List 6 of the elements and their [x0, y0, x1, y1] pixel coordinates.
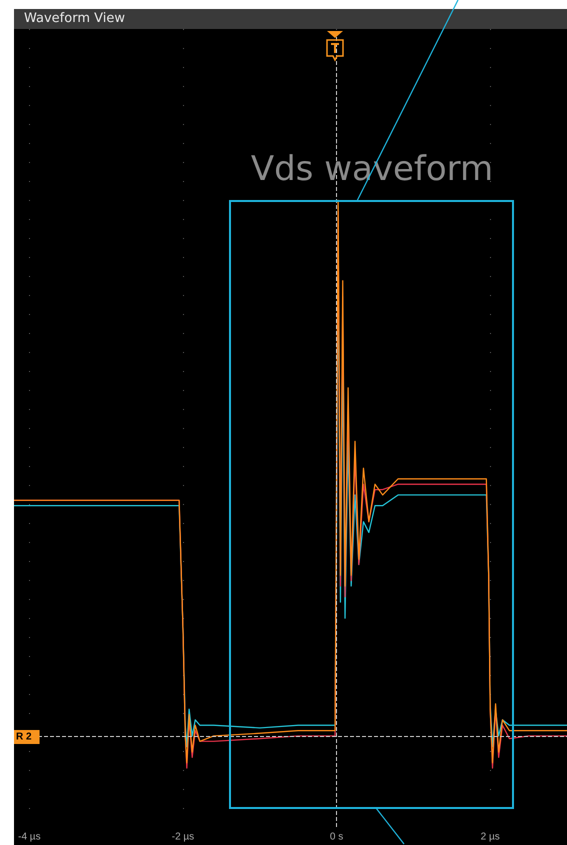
x-tick-label: -2 µs: [172, 832, 194, 842]
x-tick-label: 2 µs: [480, 832, 500, 842]
ref-line-label: R 2: [16, 731, 32, 742]
chart-title: Waveform View: [14, 9, 567, 29]
x-tick-label: 0 s: [330, 832, 344, 842]
x-tick-label: -4 µs: [18, 832, 41, 842]
